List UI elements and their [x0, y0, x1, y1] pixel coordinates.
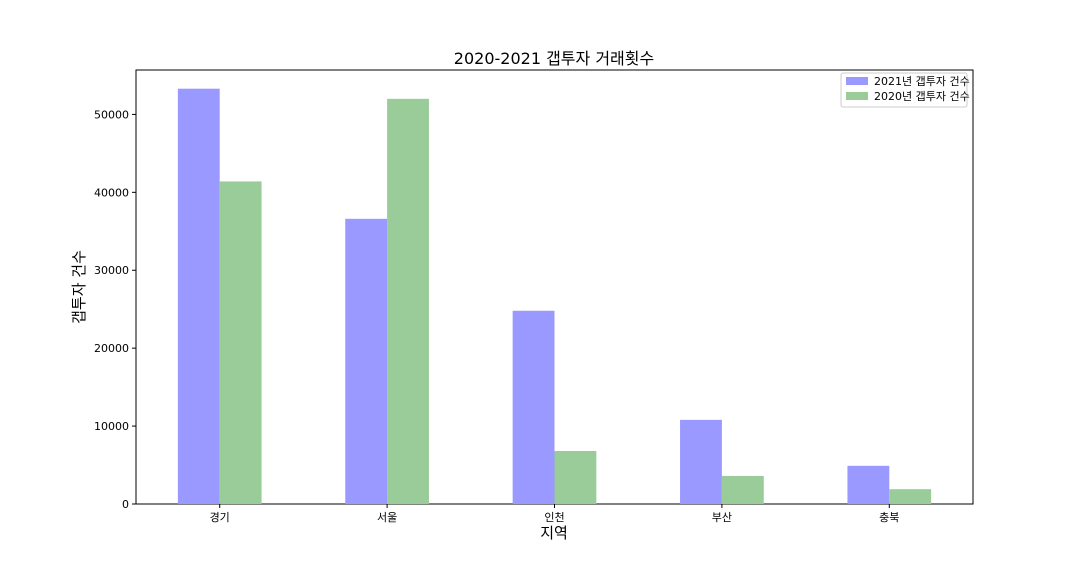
legend-swatch-1 [846, 77, 868, 85]
y-tick-label: 30000 [94, 264, 129, 277]
x-tick-label: 충북 [879, 511, 899, 524]
bar-series-1-5 [847, 465, 890, 504]
x-tick-label: 인천 [544, 510, 564, 524]
bar-series-1-2 [345, 218, 388, 504]
bar-series-2-5 [889, 489, 932, 504]
bar-series-2-3 [554, 451, 597, 504]
y-tick-label: 10000 [94, 420, 129, 433]
bar-series-2-1 [219, 181, 262, 505]
x-axis-label: 지역 [540, 524, 568, 542]
bar-series-2-4 [721, 475, 764, 504]
bar-series-1-1 [177, 88, 220, 504]
y-tick-label: 20000 [94, 342, 129, 355]
y-tick-label: 40000 [94, 186, 129, 199]
y-axis-label: 갭투자 건수 [70, 250, 88, 324]
bar-series-1-3 [512, 310, 555, 504]
y-tick-label: 50000 [94, 108, 129, 121]
x-tick-label: 경기 [210, 511, 230, 524]
legend-label-2: 2020년 갭투자 건수 [874, 90, 970, 103]
chart-title: 2020-2021 갭투자 거래횟수 [454, 49, 654, 68]
plot-area: 0 10000 20000 30000 40000 50000 경기 서울 인천 부산 충북 [94, 69, 974, 524]
x-tick-label: 서울 [377, 511, 397, 524]
x-axis-ticks: 경기 서울 인천 부산 충북 [210, 504, 899, 524]
legend: 2021년 갭투자 건수 2020년 갭투자 건수 [840, 72, 970, 108]
legend-label-1: 2021년 갭투자 건수 [874, 75, 970, 88]
x-tick-label: 부산 [712, 511, 732, 524]
legend-box [840, 72, 968, 108]
legend-swatch-2 [846, 92, 868, 100]
bars-group [177, 88, 932, 505]
bar-series-2-2 [387, 98, 429, 504]
y-tick-label: 0 [122, 498, 129, 511]
y-axis-ticks: 0 10000 20000 30000 40000 50000 [94, 108, 136, 511]
bar-series-1-4 [680, 419, 722, 504]
